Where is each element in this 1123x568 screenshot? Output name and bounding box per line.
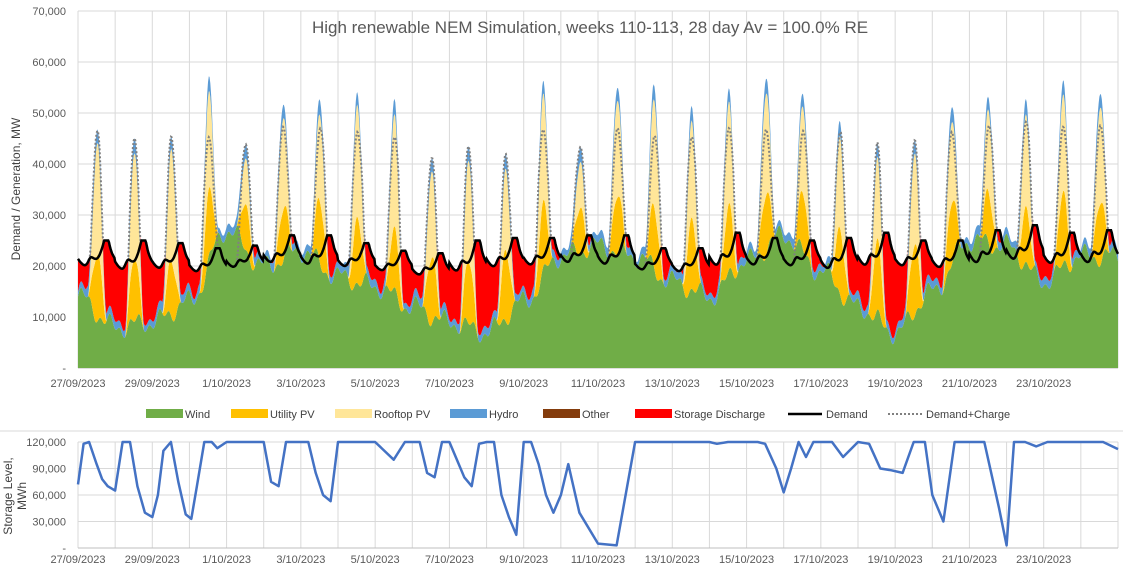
- wind-area: [78, 225, 1118, 368]
- x-tick-label: 29/09/2023: [125, 378, 180, 390]
- legend-item-wind: Wind: [146, 409, 210, 421]
- y-tick-label: 60,000: [32, 490, 66, 502]
- legend-item-demand-charge: Demand+Charge: [888, 409, 1010, 421]
- legend-swatch: [335, 409, 372, 418]
- x-tick-label: 19/10/2023: [868, 378, 923, 390]
- x-tick-label: 17/10/2023: [793, 554, 848, 566]
- y-tick-label: 30,000: [32, 517, 66, 529]
- x-tick-label: 21/10/2023: [942, 378, 997, 390]
- x-tick-label: 3/10/2023: [276, 378, 325, 390]
- legend-swatch: [543, 409, 580, 418]
- legend-label: Demand+Charge: [926, 409, 1010, 421]
- generation-areas: [78, 76, 1118, 368]
- x-tick-label: 13/10/2023: [645, 554, 700, 566]
- storage-chart: - 30,000 60,000 90,000 120,000 27/09/2023 29/…: [0, 430, 1123, 566]
- x-tick-label: 9/10/2023: [499, 554, 548, 566]
- x-tick-label: 19/10/2023: [868, 554, 923, 566]
- legend-label: Wind: [185, 409, 210, 421]
- y-tick-label: -: [62, 543, 66, 555]
- x-tick-label: 11/10/2023: [571, 554, 625, 566]
- hydro-area: [78, 76, 1118, 345]
- x-tick-label: 17/10/2023: [793, 378, 848, 390]
- x-tick-label: 5/10/2023: [351, 554, 400, 566]
- y-tick-label: 10,000: [32, 312, 66, 324]
- x-tick-label: 15/10/2023: [719, 378, 774, 390]
- legend-label: Rooftop PV: [374, 409, 431, 421]
- storage-gridlines: [0, 430, 1123, 549]
- storage-lines: [76, 440, 1119, 547]
- y-tick-label: 30,000: [32, 210, 66, 222]
- legend-item-demand: Demand: [788, 409, 868, 421]
- chart-title: High renewable NEM Simulation, weeks 110…: [312, 18, 868, 37]
- generation-y-axis-label: Demand / Generation, MW: [9, 117, 23, 260]
- legend-item-hydro: Hydro: [450, 409, 518, 421]
- x-tick-label: 3/10/2023: [276, 554, 325, 566]
- legend-label: Other: [582, 409, 610, 421]
- legend-item-utility-pv: Utility PV: [231, 409, 315, 421]
- y-tick-label: 50,000: [32, 108, 66, 120]
- legend-item-other: Other: [543, 409, 610, 421]
- x-tick-label: 27/09/2023: [50, 378, 105, 390]
- storage-x-tick-labels: 27/09/2023 29/09/2023 1/10/2023 3/10/2023 5/…: [50, 554, 1071, 566]
- y-tick-label: 70,000: [32, 6, 66, 18]
- x-tick-label: 11/10/2023: [571, 378, 625, 390]
- x-tick-label: 15/10/2023: [719, 554, 774, 566]
- y-tick-label: -: [62, 363, 66, 375]
- legend-swatch: [231, 409, 268, 418]
- y-tick-label: 40,000: [32, 159, 66, 171]
- legend-label: Storage Discharge: [674, 409, 765, 421]
- generation-chart: - 10,000 20,000 30,000 40,000 50,000 60,000 70,…: [9, 6, 1120, 390]
- x-tick-label: 13/10/2023: [645, 378, 700, 390]
- x-tick-label: 7/10/2023: [425, 554, 474, 566]
- y-tick-label: 60,000: [32, 57, 66, 69]
- x-tick-label: 27/09/2023: [50, 554, 105, 566]
- storage-level-line: [76, 440, 1119, 547]
- x-tick-label: 7/10/2023: [425, 378, 474, 390]
- demand-line: [76, 223, 1120, 276]
- y-tick-label: 20,000: [32, 261, 66, 273]
- storage-discharge-area: [78, 76, 1118, 339]
- legend-swatch: [450, 409, 487, 418]
- legend-swatch: [146, 409, 183, 418]
- storage-y-axis-label: Storage Level,MWh: [1, 457, 29, 534]
- storage-y-axis-label-line: MWh: [15, 482, 29, 510]
- legend-item-storage-discharge: Storage Discharge: [635, 409, 765, 421]
- x-tick-label: 29/09/2023: [125, 554, 180, 566]
- storage-y-axis-label-line: Storage Level,: [1, 457, 15, 534]
- storage-y-tick-labels: - 30,000 60,000 90,000 120,000: [26, 437, 66, 555]
- legend-swatch: [635, 409, 672, 418]
- legend-label: Utility PV: [270, 409, 315, 421]
- y-tick-label: 90,000: [32, 464, 66, 476]
- generation-x-tick-labels: 27/09/2023 29/09/2023 1/10/2023 3/10/2023 5/…: [50, 378, 1071, 390]
- generation-y-tick-labels: - 10,000 20,000 30,000 40,000 50,000 60,000 70,…: [32, 6, 66, 375]
- y-tick-label: 120,000: [26, 437, 66, 449]
- x-tick-label: 1/10/2023: [202, 378, 251, 390]
- x-tick-label: 23/10/2023: [1016, 378, 1071, 390]
- x-tick-label: 5/10/2023: [351, 378, 400, 390]
- legend: Wind Utility PV Rooftop PV Hydro Other Storag…: [146, 409, 1010, 421]
- x-tick-label: 1/10/2023: [202, 554, 251, 566]
- legend-label: Hydro: [489, 409, 518, 421]
- x-tick-label: 21/10/2023: [942, 554, 997, 566]
- x-tick-label: 23/10/2023: [1016, 554, 1071, 566]
- demand-lines: [76, 120, 1120, 276]
- legend-item-rooftop-pv: Rooftop PV: [335, 409, 431, 421]
- legend-label: Demand: [826, 409, 868, 421]
- x-tick-label: 9/10/2023: [499, 378, 548, 390]
